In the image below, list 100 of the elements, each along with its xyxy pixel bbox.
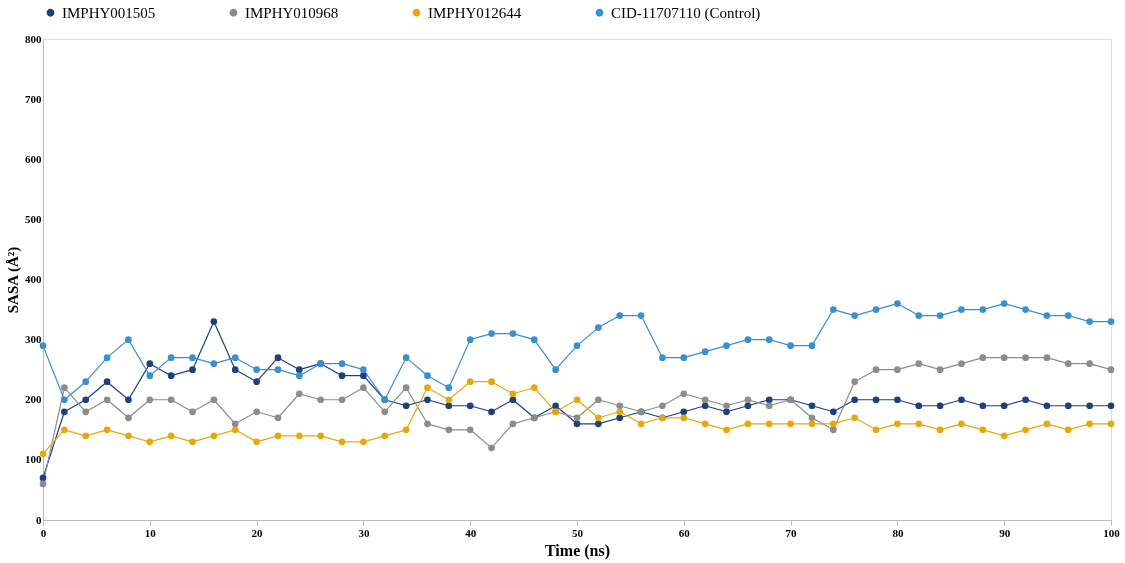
point xyxy=(253,378,260,386)
point xyxy=(616,408,624,416)
point xyxy=(680,390,688,398)
point xyxy=(61,384,68,392)
point xyxy=(1064,426,1072,434)
point xyxy=(488,408,495,416)
x-tick-label: 50 xyxy=(572,526,584,539)
point xyxy=(509,396,517,404)
point xyxy=(295,372,303,380)
point xyxy=(146,372,154,380)
point xyxy=(701,420,709,428)
point xyxy=(61,408,68,416)
point xyxy=(167,354,175,362)
point xyxy=(979,306,987,313)
point xyxy=(402,354,410,362)
point xyxy=(103,378,111,386)
point xyxy=(872,306,880,313)
point xyxy=(360,372,367,380)
point xyxy=(253,408,260,416)
y-tick-label: 0 xyxy=(36,513,42,526)
point xyxy=(894,366,901,374)
point xyxy=(936,366,944,374)
point xyxy=(829,306,837,313)
point xyxy=(103,426,111,434)
point xyxy=(530,336,538,343)
point xyxy=(103,396,111,404)
point xyxy=(1086,420,1093,428)
point xyxy=(424,384,431,392)
point xyxy=(1022,426,1029,434)
y-tick-label: 800 xyxy=(25,32,42,45)
point xyxy=(338,438,346,446)
legend-label: IMPHY001505 xyxy=(62,4,156,21)
point xyxy=(125,432,132,440)
point xyxy=(915,360,923,368)
point xyxy=(573,396,581,404)
point xyxy=(338,396,346,404)
x-axis-title: Time (ns) xyxy=(544,541,611,560)
point xyxy=(189,354,196,362)
point xyxy=(723,408,730,416)
point xyxy=(210,396,218,404)
point xyxy=(360,366,367,374)
point xyxy=(894,300,901,307)
point xyxy=(744,396,752,404)
point xyxy=(1064,360,1072,368)
point xyxy=(445,402,453,410)
point xyxy=(274,366,282,374)
point xyxy=(39,342,47,349)
point xyxy=(1000,432,1008,440)
point xyxy=(466,378,474,386)
point xyxy=(659,402,666,410)
point xyxy=(488,378,495,386)
point xyxy=(466,426,474,434)
point xyxy=(1000,300,1008,307)
point xyxy=(1043,354,1051,362)
point xyxy=(103,354,111,362)
point xyxy=(915,402,923,410)
point xyxy=(445,384,453,392)
point xyxy=(894,420,901,428)
point xyxy=(1064,402,1072,410)
point xyxy=(1022,396,1029,404)
point xyxy=(317,396,325,404)
point xyxy=(915,420,923,428)
point xyxy=(958,360,965,368)
point xyxy=(231,366,239,374)
point xyxy=(552,366,559,374)
point xyxy=(82,408,90,416)
point xyxy=(851,378,859,386)
point xyxy=(146,360,154,368)
point xyxy=(616,414,624,422)
y-tick-label: 400 xyxy=(25,273,42,285)
point xyxy=(787,342,794,349)
point xyxy=(189,408,196,416)
point xyxy=(1022,306,1029,313)
point xyxy=(872,426,880,434)
point xyxy=(82,432,90,440)
point xyxy=(1000,354,1008,362)
point xyxy=(723,402,730,410)
point xyxy=(616,402,624,410)
point xyxy=(829,420,837,428)
point xyxy=(851,312,859,319)
y-tick-label: 100 xyxy=(25,453,42,466)
point xyxy=(167,396,175,404)
point xyxy=(915,312,923,319)
point xyxy=(338,372,346,380)
point xyxy=(402,426,410,434)
point xyxy=(488,444,495,452)
point xyxy=(723,342,730,349)
point xyxy=(1107,318,1115,325)
point xyxy=(231,426,239,434)
y-tick-label: 700 xyxy=(25,92,42,105)
point xyxy=(61,396,68,404)
y-tick-label: 300 xyxy=(25,333,42,346)
point xyxy=(189,366,196,374)
point xyxy=(424,396,431,404)
point xyxy=(1086,402,1093,410)
point xyxy=(1043,420,1051,428)
point xyxy=(979,402,987,410)
legend-label: IMPHY012644 xyxy=(428,4,522,21)
x-tick-label: 80 xyxy=(892,526,904,539)
point xyxy=(39,450,47,458)
